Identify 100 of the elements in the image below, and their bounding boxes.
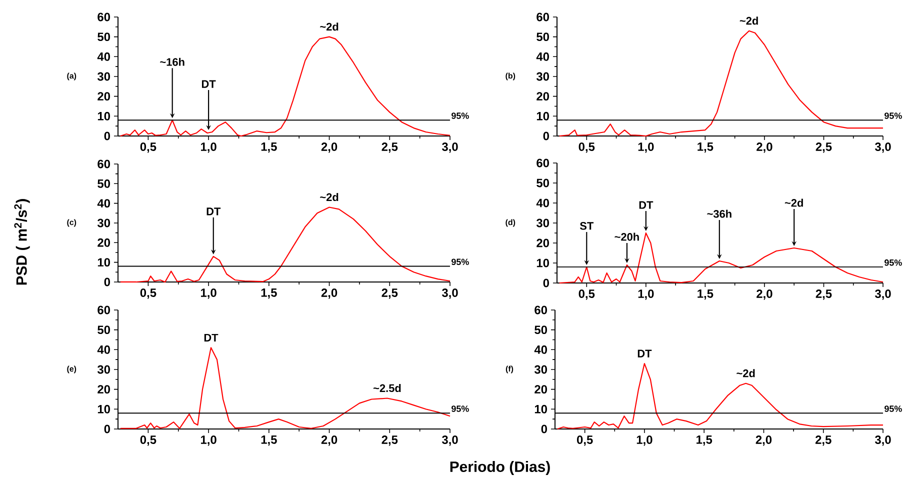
y-tick-label: 50 bbox=[536, 32, 549, 42]
x-tick-label: 1,5 bbox=[698, 290, 714, 300]
annotation: ~2d bbox=[736, 369, 755, 378]
annotation: DT bbox=[202, 80, 216, 88]
x-tick-label: 2,5 bbox=[816, 142, 832, 153]
text: 95% bbox=[452, 406, 469, 412]
y-tick-label: 50 bbox=[536, 178, 549, 188]
y-tick-label: 0 bbox=[543, 278, 549, 288]
y-tick-label: 60 bbox=[98, 306, 110, 314]
x-tick-label: 3,0 bbox=[442, 142, 458, 153]
x-tick-label: 1,5 bbox=[696, 436, 712, 446]
annotation: ~2.5d bbox=[374, 384, 401, 392]
x-tick-label: 2,0 bbox=[756, 436, 772, 446]
x-tick-label: 2,0 bbox=[756, 290, 772, 300]
y-tick-label: 30 bbox=[534, 365, 547, 374]
y-tick-label: 0 bbox=[104, 424, 110, 434]
y-tick-label: 50 bbox=[98, 179, 110, 188]
annotation: ~2d bbox=[320, 22, 338, 31]
annotation: DT bbox=[639, 201, 654, 209]
y-tick-label: 50 bbox=[98, 326, 110, 334]
x-tick-label: 1,0 bbox=[200, 436, 216, 446]
x-tick-label: 3,0 bbox=[874, 436, 891, 446]
x-tick-label: 1,5 bbox=[698, 142, 714, 153]
annotation: ~36h bbox=[707, 210, 732, 218]
x-tick-label: 2,0 bbox=[321, 142, 338, 153]
text: 95% bbox=[452, 112, 469, 119]
y-tick-label: 0 bbox=[541, 424, 547, 434]
x-tick-label: 2,0 bbox=[756, 142, 772, 153]
y-tick-label: 20 bbox=[534, 385, 547, 394]
x-tick-label: 1,5 bbox=[261, 142, 277, 153]
y-tick-label: 30 bbox=[536, 72, 549, 81]
annotation: ~16h bbox=[160, 58, 184, 66]
y-tick-label: 30 bbox=[97, 72, 110, 81]
x-tick-label: 0,5 bbox=[578, 142, 595, 153]
annotation: DT bbox=[204, 334, 218, 342]
x-tick-label: 1,5 bbox=[261, 288, 277, 299]
y-tick-label: 50 bbox=[98, 32, 110, 42]
y-tick-label: 60 bbox=[536, 12, 549, 22]
x-tick-label: 1,0 bbox=[638, 290, 654, 300]
x-tick-label: 1,0 bbox=[200, 142, 216, 153]
y-tick-label: 40 bbox=[97, 199, 110, 208]
y-tick-label: 50 bbox=[534, 326, 547, 334]
y-tick-label: 40 bbox=[97, 345, 110, 354]
text: 95% bbox=[884, 406, 902, 412]
x-axis-title: Periodo (Dias) bbox=[450, 461, 550, 475]
x-tick-label: 2,0 bbox=[321, 288, 338, 299]
y-tick-label: 30 bbox=[536, 218, 549, 228]
x-tick-label: 2,5 bbox=[382, 288, 398, 299]
x-tick-label: 2,5 bbox=[382, 142, 398, 153]
y-tick-label: 10 bbox=[98, 112, 110, 120]
x-tick-label: 2,0 bbox=[321, 436, 338, 446]
x-tick-label: 0,5 bbox=[140, 142, 156, 153]
y-tick-label: 0 bbox=[543, 132, 549, 140]
annotation: ~2d bbox=[784, 198, 803, 207]
y-tick-label: 40 bbox=[534, 345, 547, 354]
text: 95% bbox=[884, 259, 902, 266]
x-tick-label: 1,0 bbox=[200, 288, 216, 299]
annotation: DT bbox=[638, 350, 652, 358]
y-tick-label: 40 bbox=[97, 52, 110, 61]
y-tick-label: 10 bbox=[536, 112, 549, 120]
y-tick-label: 0 bbox=[104, 278, 110, 286]
x-tick-label: 2,5 bbox=[816, 290, 832, 300]
y-tick-label: 20 bbox=[98, 92, 110, 101]
x-tick-label: 0,5 bbox=[578, 290, 595, 300]
annotation: ~20h bbox=[614, 232, 639, 241]
x-tick-label: 3,0 bbox=[874, 142, 891, 153]
y-tick-label: 60 bbox=[534, 306, 547, 314]
text: 95% bbox=[884, 112, 902, 119]
y-tick-label: 60 bbox=[536, 158, 549, 168]
y-tick-label: 10 bbox=[98, 258, 110, 267]
y-tick-label: 60 bbox=[98, 160, 110, 168]
y-tick-label: 10 bbox=[536, 258, 549, 268]
x-tick-label: 1,0 bbox=[636, 436, 652, 446]
x-tick-label: 0,5 bbox=[576, 436, 593, 446]
text: 95% bbox=[452, 258, 469, 266]
x-tick-label: 0,5 bbox=[140, 436, 156, 446]
y-tick-label: 60 bbox=[98, 12, 110, 22]
x-tick-label: 1,5 bbox=[261, 436, 277, 446]
y-tick-label: 40 bbox=[536, 198, 549, 208]
annotation: ~2d bbox=[320, 193, 338, 202]
y-tick-label: 30 bbox=[97, 218, 110, 228]
x-tick-label: 3,0 bbox=[442, 436, 458, 446]
x-tick-label: 1,0 bbox=[638, 142, 654, 153]
y-tick-label: 0 bbox=[104, 132, 110, 140]
y-axis-title: PSD ( m$^{2}$/s$^{2}$) bbox=[14, 199, 30, 285]
x-tick-label: 0,5 bbox=[140, 288, 156, 299]
y-tick-label: 30 bbox=[97, 365, 110, 374]
x-tick-label: 2,5 bbox=[815, 436, 832, 446]
y-tick-label: 40 bbox=[536, 52, 549, 61]
annotation: DT bbox=[206, 208, 221, 216]
x-tick-label: 2,5 bbox=[382, 436, 398, 446]
y-tick-label: 20 bbox=[98, 238, 110, 247]
x-tick-label: 3,0 bbox=[442, 288, 458, 299]
annotation: ST bbox=[580, 222, 594, 230]
y-tick-label: 20 bbox=[98, 385, 110, 394]
annotation: ~2d bbox=[740, 16, 758, 25]
y-tick-label: 10 bbox=[534, 404, 547, 414]
y-tick-label: 20 bbox=[536, 92, 549, 101]
x-tick-label: 3,0 bbox=[874, 290, 891, 300]
y-tick-label: 10 bbox=[98, 404, 110, 414]
